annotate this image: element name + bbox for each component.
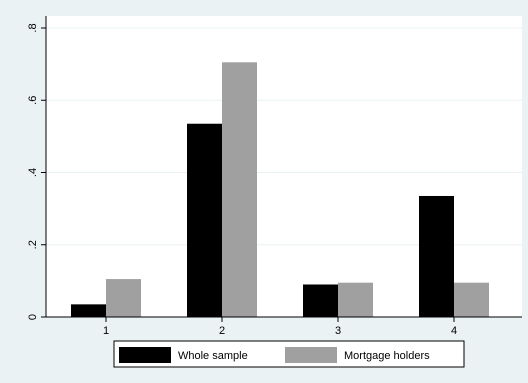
legend-label-mortgage-holders: Mortgage holders	[344, 350, 430, 362]
y-tick-label: .4	[27, 168, 39, 177]
bar-whole-sample-2	[187, 123, 222, 317]
x-tick-label: 1	[103, 325, 109, 337]
x-tick-label: 4	[451, 325, 457, 337]
bar-whole-sample-3	[303, 284, 338, 317]
y-tick-label: .8	[27, 23, 39, 32]
bar-mortgage-holders-3	[338, 282, 373, 317]
legend: Whole sample Mortgage holders	[113, 340, 465, 368]
legend-swatch-whole-sample	[119, 347, 171, 363]
legend-label-whole-sample: Whole sample	[178, 350, 248, 362]
bar-mortgage-holders-2	[222, 62, 257, 317]
y-axis-ticks: 0 .2 .4 .6 .8	[27, 23, 46, 320]
y-tick-label: .6	[27, 96, 39, 105]
y-tick-label: .2	[27, 240, 39, 249]
y-tick-label: 0	[27, 314, 39, 320]
bar-whole-sample-4	[419, 195, 454, 317]
bar-whole-sample-1	[71, 304, 106, 317]
x-axis-ticks: 1 2 3 4	[103, 317, 457, 337]
bar-mortgage-holders-4	[454, 282, 489, 317]
legend-swatch-mortgage-holders	[285, 347, 337, 363]
bars	[71, 62, 489, 317]
bar-mortgage-holders-1	[106, 279, 141, 317]
x-tick-label: 2	[219, 325, 225, 337]
x-tick-label: 3	[335, 325, 341, 337]
